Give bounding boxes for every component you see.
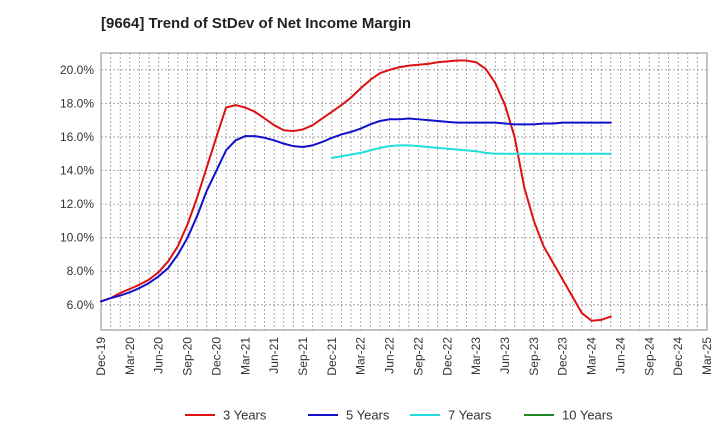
x-tick-label: Jun-20	[152, 337, 166, 374]
x-tick-label: Sep-24	[642, 337, 656, 376]
x-tick-label: Sep-23	[527, 337, 541, 376]
y-tick-labels: 6.0% 8.0% 10.0% 12.0% 14.0% 16.0% 18.0% 20.0%	[60, 63, 94, 312]
x-tick-label: Dec-21	[325, 337, 339, 376]
x-tick-label: Dec-19	[94, 337, 108, 376]
y-tick-label: 12.0%	[60, 197, 94, 211]
y-tick-label: 18.0%	[60, 96, 94, 110]
plot-frame	[100, 52, 708, 331]
x-tick-label: Mar-21	[238, 337, 252, 375]
y-tick-label: 10.0%	[60, 231, 94, 245]
series-line-1	[100, 117, 612, 303]
y-tick-label: 14.0%	[60, 164, 94, 178]
x-tick-label: Sep-21	[296, 337, 310, 376]
legend-label-2: 7 Years	[448, 408, 492, 423]
x-tick-label: Dec-24	[671, 337, 685, 376]
x-tick-label: Sep-22	[411, 337, 425, 376]
x-tick-label: Jun-21	[267, 337, 281, 374]
x-tick-label: Dec-23	[556, 337, 570, 376]
x-tick-label: Mar-22	[354, 337, 368, 375]
x-tick-label: Sep-20	[181, 337, 195, 376]
series-line-0	[100, 59, 612, 322]
x-tick-label: Jun-24	[613, 337, 627, 374]
x-tick-label: Mar-25	[700, 337, 714, 375]
x-tick-labels: Dec-19 Mar-20 Jun-20 Sep-20 Dec-20 Mar-21 Jun-…	[94, 337, 714, 376]
x-tick-label: Mar-24	[585, 337, 599, 375]
x-tick-label: Jun-22	[383, 337, 397, 374]
series-line-2	[330, 144, 612, 159]
y-tick-label: 20.0%	[60, 63, 94, 77]
x-tick-label: Dec-22	[440, 337, 454, 376]
series-layer	[100, 59, 612, 322]
legend-label-0: 3 Years	[223, 408, 267, 423]
chart-title: [9664] Trend of StDev of Net Income Marg…	[101, 15, 412, 32]
x-tick-label: Mar-20	[123, 337, 137, 375]
legend-label-1: 5 Years	[346, 408, 390, 423]
x-tick-label: Jun-23	[498, 337, 512, 374]
grid-layer	[100, 53, 708, 330]
x-tick-label: Dec-20	[209, 337, 223, 376]
y-tick-label: 8.0%	[67, 264, 95, 278]
y-tick-label: 16.0%	[60, 130, 94, 144]
x-tick-label: Mar-23	[469, 337, 483, 375]
legend-label-3: 10 Years	[562, 408, 613, 423]
legend: 3 Years 5 Years 7 Years 10 Years	[185, 408, 613, 423]
y-tick-label: 6.0%	[67, 298, 95, 312]
